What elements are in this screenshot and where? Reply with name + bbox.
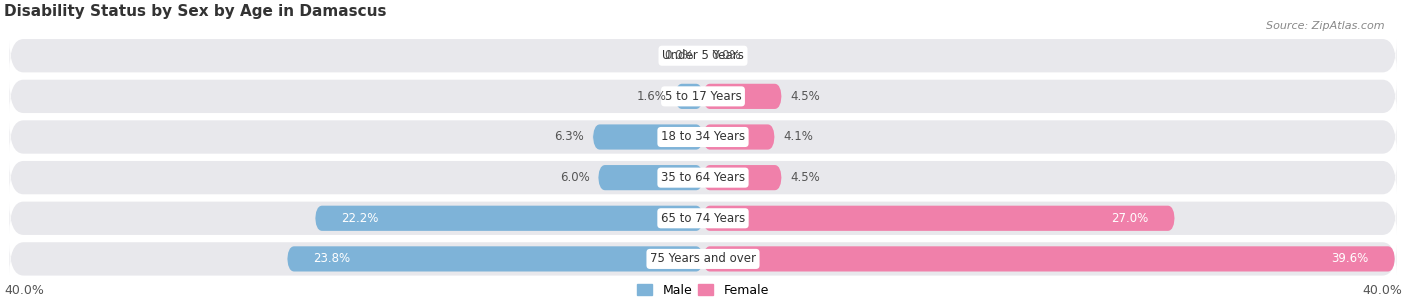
Text: Under 5 Years: Under 5 Years (662, 49, 744, 62)
Text: 65 to 74 Years: 65 to 74 Years (661, 212, 745, 225)
Text: 6.3%: 6.3% (554, 130, 585, 143)
Text: 39.6%: 39.6% (1331, 252, 1368, 265)
FancyBboxPatch shape (10, 242, 1396, 275)
Text: 0.0%: 0.0% (711, 49, 741, 62)
Text: 6.0%: 6.0% (560, 171, 589, 184)
FancyBboxPatch shape (703, 246, 1395, 271)
FancyBboxPatch shape (10, 120, 1396, 154)
Text: Source: ZipAtlas.com: Source: ZipAtlas.com (1267, 21, 1385, 31)
Text: 4.1%: 4.1% (783, 130, 813, 143)
FancyBboxPatch shape (598, 165, 703, 190)
FancyBboxPatch shape (703, 84, 782, 109)
Text: 40.0%: 40.0% (4, 284, 44, 297)
FancyBboxPatch shape (10, 80, 1396, 113)
Text: 5 to 17 Years: 5 to 17 Years (665, 90, 741, 103)
Text: 0.0%: 0.0% (665, 49, 695, 62)
Text: 4.5%: 4.5% (790, 90, 820, 103)
FancyBboxPatch shape (10, 39, 1396, 72)
FancyBboxPatch shape (10, 161, 1396, 194)
Text: Disability Status by Sex by Age in Damascus: Disability Status by Sex by Age in Damas… (4, 4, 387, 19)
Text: 75 Years and over: 75 Years and over (650, 252, 756, 265)
Text: 22.2%: 22.2% (342, 212, 378, 225)
Text: 40.0%: 40.0% (1362, 284, 1402, 297)
Text: 18 to 34 Years: 18 to 34 Years (661, 130, 745, 143)
FancyBboxPatch shape (287, 246, 703, 271)
FancyBboxPatch shape (10, 202, 1396, 235)
FancyBboxPatch shape (315, 206, 703, 231)
Text: 35 to 64 Years: 35 to 64 Years (661, 171, 745, 184)
FancyBboxPatch shape (675, 84, 703, 109)
Text: 23.8%: 23.8% (314, 252, 350, 265)
Text: 27.0%: 27.0% (1111, 212, 1149, 225)
Text: 1.6%: 1.6% (637, 90, 666, 103)
FancyBboxPatch shape (703, 165, 782, 190)
Text: 4.5%: 4.5% (790, 171, 820, 184)
Legend: Male, Female: Male, Female (633, 279, 773, 302)
FancyBboxPatch shape (593, 124, 703, 150)
FancyBboxPatch shape (703, 206, 1174, 231)
FancyBboxPatch shape (703, 124, 775, 150)
